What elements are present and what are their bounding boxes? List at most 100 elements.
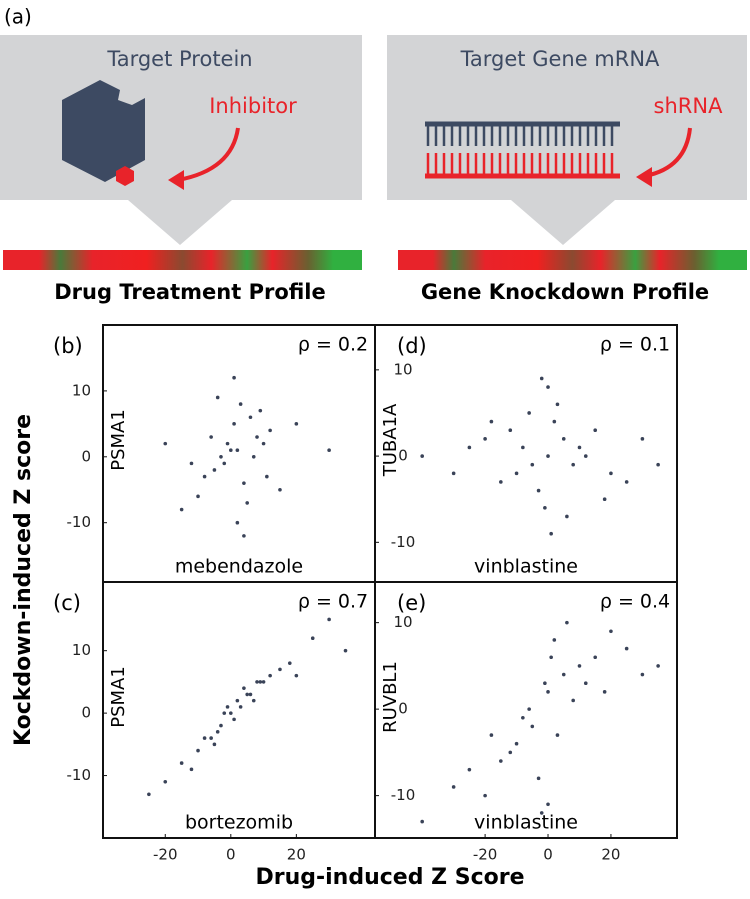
point — [499, 759, 503, 763]
point — [209, 435, 213, 439]
inhibitor-icon — [116, 166, 134, 186]
point — [571, 462, 575, 467]
point — [420, 819, 424, 824]
drug-label: bortezomib — [185, 812, 293, 834]
point — [467, 767, 472, 772]
point — [242, 481, 246, 485]
drug-label: vinblastine — [474, 812, 578, 834]
x-tick-label: 0 — [226, 846, 236, 864]
panel-label: (d) — [397, 334, 427, 358]
profile-bar — [398, 250, 747, 270]
point — [229, 448, 233, 453]
drug-label: mebendazole — [175, 556, 303, 578]
point — [508, 428, 513, 433]
gene-label: TUBA1A — [380, 403, 401, 477]
point — [245, 501, 249, 505]
point — [521, 445, 525, 450]
point — [451, 785, 456, 789]
point — [565, 514, 569, 519]
point — [225, 441, 230, 446]
point — [255, 680, 259, 684]
point — [508, 750, 513, 755]
point — [420, 454, 424, 458]
annotation: ρ = 0.7 — [298, 591, 368, 613]
point — [577, 664, 582, 668]
point — [212, 742, 217, 747]
point — [561, 672, 566, 677]
gene-label: RUVBL1 — [380, 661, 401, 733]
x-tick-label: 0 — [543, 846, 553, 864]
arrow — [644, 127, 692, 178]
point — [255, 435, 259, 439]
point — [571, 698, 575, 703]
x-tick-label: 20 — [287, 846, 306, 864]
point — [242, 534, 246, 538]
point — [261, 441, 266, 446]
arrow-head — [168, 170, 184, 190]
point — [656, 462, 660, 467]
point — [189, 461, 194, 466]
point — [549, 531, 553, 536]
point — [543, 506, 547, 510]
annotation: ρ = 0.4 — [600, 591, 670, 613]
x-tick-label: 20 — [601, 846, 620, 864]
point — [212, 468, 217, 472]
point — [640, 672, 645, 677]
point — [552, 638, 557, 642]
point — [527, 411, 531, 415]
point — [577, 445, 582, 450]
gene-label: PSMA1 — [108, 666, 129, 728]
point — [179, 761, 184, 765]
profile-label: Gene Knockdown Profile — [421, 280, 709, 304]
point — [536, 776, 541, 781]
point — [219, 454, 223, 459]
point — [265, 474, 269, 479]
point — [238, 705, 243, 709]
point — [196, 748, 200, 753]
point — [179, 507, 184, 512]
point — [222, 711, 227, 715]
shrna-teeth — [426, 153, 614, 176]
point — [310, 636, 315, 640]
point — [202, 736, 207, 740]
plot-frame — [102, 581, 376, 839]
point — [242, 686, 246, 690]
point — [530, 724, 535, 729]
point — [546, 802, 550, 807]
point — [624, 480, 629, 484]
point — [499, 480, 503, 484]
point — [546, 454, 550, 458]
point — [294, 673, 299, 678]
point — [543, 681, 547, 685]
point — [624, 646, 629, 651]
point — [248, 692, 253, 697]
point — [609, 471, 613, 476]
point — [483, 437, 487, 441]
point — [521, 715, 525, 720]
point — [294, 422, 299, 426]
point — [489, 419, 494, 424]
point — [527, 707, 531, 711]
box-title: Target Protein — [106, 47, 252, 71]
point — [258, 408, 263, 413]
point — [261, 680, 266, 684]
point — [163, 441, 168, 446]
point — [561, 437, 566, 441]
point — [215, 395, 220, 400]
point — [232, 375, 236, 380]
plot-frame — [374, 324, 678, 583]
point — [489, 733, 494, 737]
point — [555, 402, 560, 407]
point — [251, 454, 256, 459]
point — [222, 461, 227, 466]
point — [219, 723, 223, 728]
point — [238, 402, 243, 406]
point — [327, 448, 331, 453]
point — [539, 376, 544, 381]
mrna-teeth — [426, 124, 614, 146]
y-tick-label: 0 — [398, 700, 408, 718]
y-tick-label: -10 — [67, 766, 92, 784]
point — [640, 437, 645, 441]
point — [530, 462, 535, 467]
